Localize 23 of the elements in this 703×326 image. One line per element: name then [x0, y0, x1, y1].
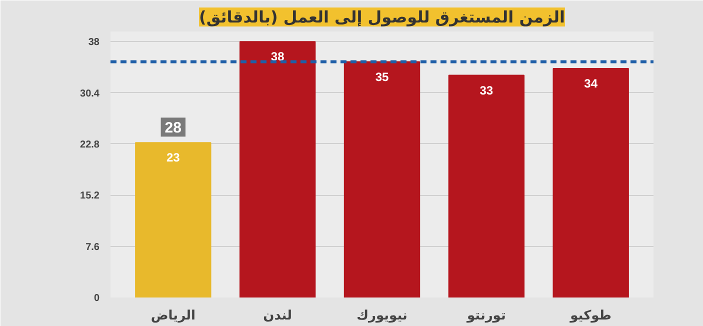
x-tick-label: تورنتو [466, 308, 506, 324]
data-label: 23 [166, 150, 180, 165]
x-tick-label: طوكيو [569, 308, 612, 324]
y-tick-label: 38 [88, 37, 100, 48]
annotation: 28 [164, 120, 182, 137]
bar [448, 74, 525, 298]
x-tick-label: لندن [263, 308, 292, 324]
bar [239, 41, 316, 298]
data-label: 33 [480, 83, 494, 98]
y-tick-label: 22.8 [80, 139, 100, 150]
y-tick-label: 7.6 [86, 242, 100, 253]
x-tick-label: الرياض [150, 308, 196, 324]
data-label: 34 [584, 76, 598, 91]
data-label: 35 [375, 70, 389, 84]
y-tick-label: 15.2 [80, 190, 100, 202]
bar [344, 61, 420, 298]
bar [552, 68, 629, 298]
y-tick-label: 0 [94, 293, 100, 304]
bar [135, 142, 212, 298]
x-tick-label: نيويورك [356, 308, 408, 324]
chart-title: الزمن المستغرق للوصول إلى العمل (بالدقائق) [199, 8, 565, 26]
data-label: 38 [270, 50, 285, 64]
y-tick-label: 30.4 [80, 88, 100, 100]
